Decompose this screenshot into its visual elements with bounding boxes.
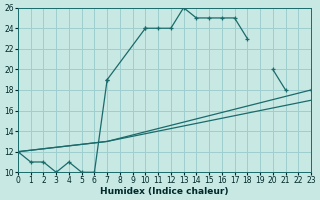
- X-axis label: Humidex (Indice chaleur): Humidex (Indice chaleur): [100, 187, 229, 196]
